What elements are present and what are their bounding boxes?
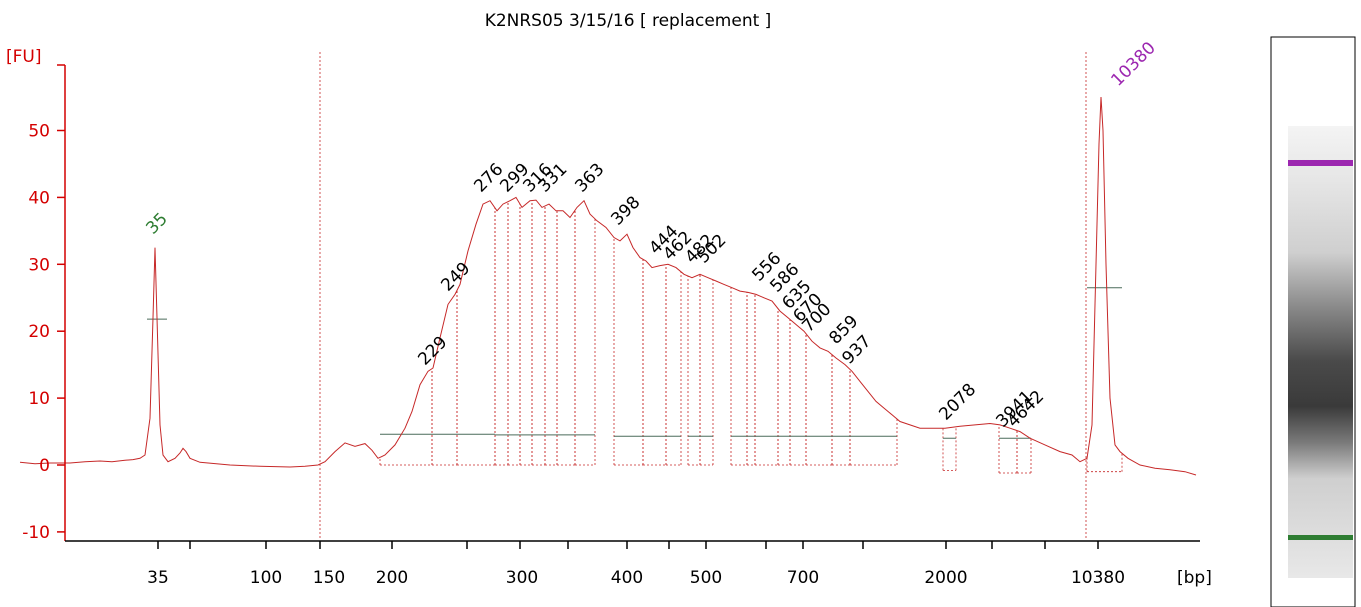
x-tick-label: 700 xyxy=(787,568,819,588)
peak-area-box xyxy=(544,206,558,466)
peak-area-box xyxy=(687,274,701,466)
peak-area-box xyxy=(730,287,748,466)
x-tick-label: 35 xyxy=(147,568,169,588)
peak-area-box xyxy=(805,333,833,466)
peak-area-box xyxy=(642,259,667,466)
peak-area-box xyxy=(519,200,533,466)
x-tick-label: 150 xyxy=(313,568,345,588)
peak-area-box xyxy=(431,290,458,466)
x-tick-label: 200 xyxy=(376,568,408,588)
peak-label: 2078 xyxy=(935,380,980,425)
peak-baselines xyxy=(147,287,1122,439)
y-tick-label: 30 xyxy=(28,255,50,275)
y-tick-label: 50 xyxy=(28,122,50,142)
peak-label: 229 xyxy=(414,332,451,369)
peak-area-box xyxy=(379,368,433,466)
peak-area-box xyxy=(507,201,521,466)
y-tick-label: 0 xyxy=(39,456,50,476)
y-tick-label: 10 xyxy=(28,389,50,409)
y-ticks: -10 0 10 20 30 40 50 xyxy=(22,64,65,543)
x-tick-label: 500 xyxy=(690,568,722,588)
peak-area-box xyxy=(754,294,779,466)
x-tick-label: 300 xyxy=(506,568,538,588)
upper-marker-band xyxy=(1288,160,1353,166)
x-tick-label: 100 xyxy=(250,568,282,588)
y-tick-label: 40 xyxy=(28,188,50,208)
y-tick-label: 20 xyxy=(28,322,50,342)
peak-area-box xyxy=(849,369,898,466)
lower-marker-band xyxy=(1288,535,1353,540)
peak-label: 35 xyxy=(142,209,171,238)
x-tick-label: 2000 xyxy=(924,568,967,588)
peak-area-box xyxy=(831,354,851,466)
y-axis-label: [FU] xyxy=(6,47,42,67)
peak-area-boxes xyxy=(379,200,1123,474)
peak-area-box xyxy=(665,264,682,466)
peak-area-box xyxy=(699,274,714,466)
signal-trace xyxy=(19,96,1197,476)
peak-area-box xyxy=(613,237,644,466)
gel-lane-fill xyxy=(1288,126,1353,578)
peak-area-box xyxy=(942,426,957,471)
peak-label: 249 xyxy=(437,258,474,295)
peak-area-box xyxy=(494,201,509,466)
peak-area-box xyxy=(1016,430,1032,474)
peak-area-box xyxy=(531,200,546,466)
x-tick-label: 10380 xyxy=(1071,568,1125,588)
peak-area-box xyxy=(998,424,1018,474)
axes: [FU] [bp] xyxy=(6,47,1212,588)
peak-area-box xyxy=(1086,453,1123,473)
plot-area: [FU] [bp] -10 0 10 20 30 40 50 35 100 150 200 300 4… xyxy=(6,38,1212,588)
peak-area-box xyxy=(777,308,791,466)
peak-area-box xyxy=(574,210,596,466)
x-tick-label: 400 xyxy=(611,568,643,588)
peak-area-box xyxy=(746,292,756,466)
peak-label: 363 xyxy=(571,159,608,196)
peak-area-box xyxy=(456,207,496,466)
y-tick-label: -10 xyxy=(22,523,50,543)
peak-label: 10380 xyxy=(1107,38,1159,90)
chart-title: K2NRS05 3/15/16 [ replacement ] xyxy=(485,11,772,31)
x-axis-label: [bp] xyxy=(1177,568,1212,588)
peak-label: 398 xyxy=(607,192,644,229)
gel-lane xyxy=(1270,36,1356,607)
peak-area-box xyxy=(556,210,576,466)
peak-area-box xyxy=(789,319,807,466)
x-ticks: 35 100 150 200 300 400 500 700 2000 10380 xyxy=(147,541,1125,588)
